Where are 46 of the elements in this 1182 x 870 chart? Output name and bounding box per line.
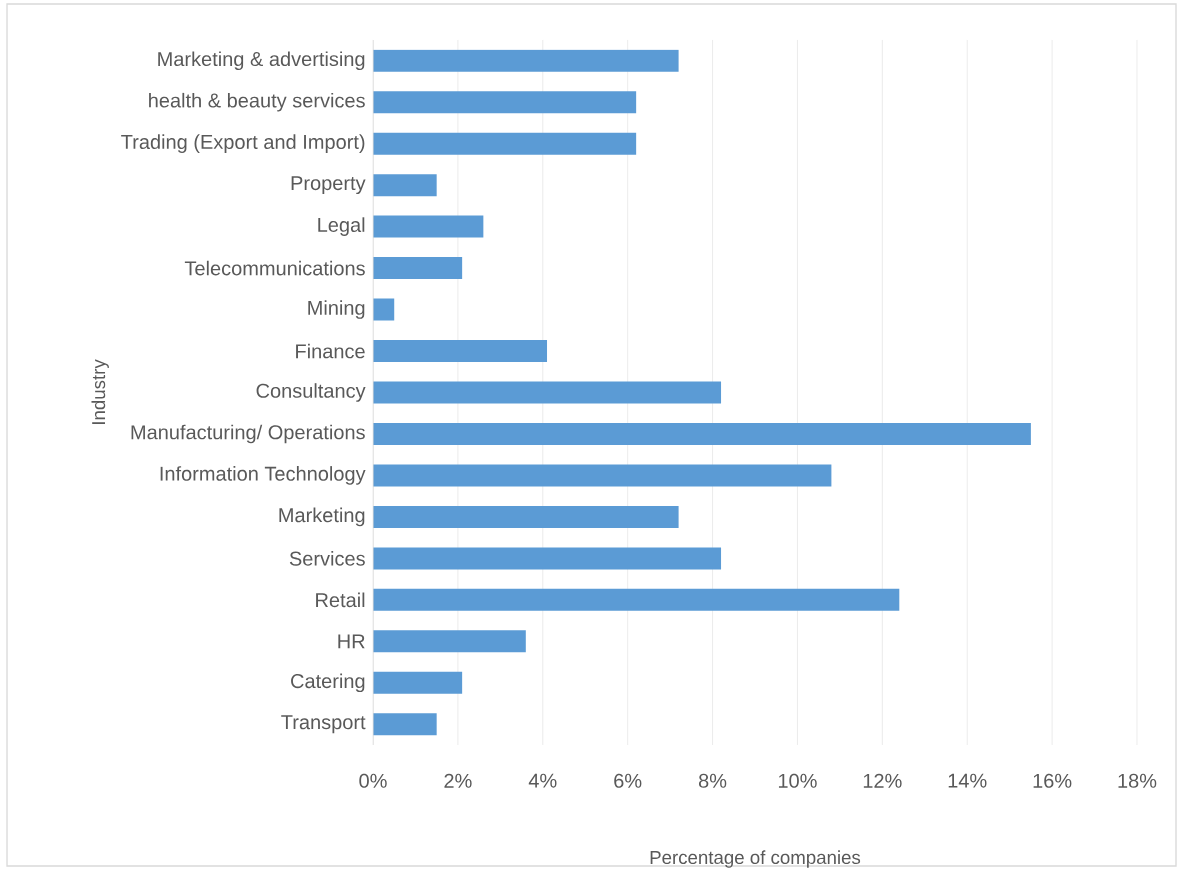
y-axis-title: Industry	[91, 359, 109, 424]
bar	[373, 298, 395, 321]
x-tick-label: 10%	[778, 773, 817, 788]
y-tick-label: Trading (Export and Import)	[121, 134, 365, 153]
x-tick-label: 18%	[1118, 773, 1157, 788]
bar	[373, 505, 679, 528]
y-tick-label: Consultancy	[256, 383, 366, 402]
y-tick-label: Information Technology	[160, 466, 366, 485]
bar	[373, 132, 637, 155]
y-tick-label: Marketing & advertising	[158, 51, 365, 71]
y-tick-label: Manufacturing/ Operations	[131, 424, 365, 444]
bar	[373, 464, 832, 487]
x-tick-label: 0%	[359, 773, 387, 788]
y-tick-label: Retail	[316, 592, 365, 608]
y-tick-label: Property	[291, 176, 366, 195]
x-tick-label: 16%	[1033, 773, 1072, 788]
bar	[373, 215, 484, 238]
y-tick-label: Finance	[296, 343, 365, 359]
y-tick-label: HR	[338, 634, 365, 649]
bar	[373, 49, 679, 72]
bar	[373, 340, 548, 363]
bar	[373, 588, 900, 611]
y-tick-label: Services	[289, 551, 365, 566]
bar	[373, 174, 437, 197]
x-tick-label: 2%	[444, 773, 472, 788]
bar	[373, 381, 722, 404]
bar	[373, 713, 437, 736]
bar	[373, 547, 722, 570]
bar	[373, 422, 1031, 445]
y-tick-label: Telecommunications	[184, 260, 365, 276]
bar	[373, 91, 637, 114]
y-tick-label: Marketing	[279, 507, 365, 527]
bar	[373, 630, 526, 653]
x-tick-label: 8%	[698, 773, 727, 788]
bar	[373, 671, 463, 694]
y-tick-label: Mining	[308, 300, 365, 319]
x-tick-label: 12%	[863, 773, 902, 788]
bar	[373, 257, 463, 280]
x-axis-title: Percentage of companies	[650, 850, 861, 868]
x-tick-label: 6%	[614, 773, 642, 788]
y-tick-label: Legal	[318, 217, 365, 236]
x-tick-label: 14%	[948, 773, 987, 788]
y-tick-label: Catering	[291, 673, 365, 693]
x-tick-label: 4%	[528, 773, 557, 788]
y-tick-label: health & beauty services	[149, 92, 365, 112]
y-tick-label: Transport	[281, 715, 366, 734]
